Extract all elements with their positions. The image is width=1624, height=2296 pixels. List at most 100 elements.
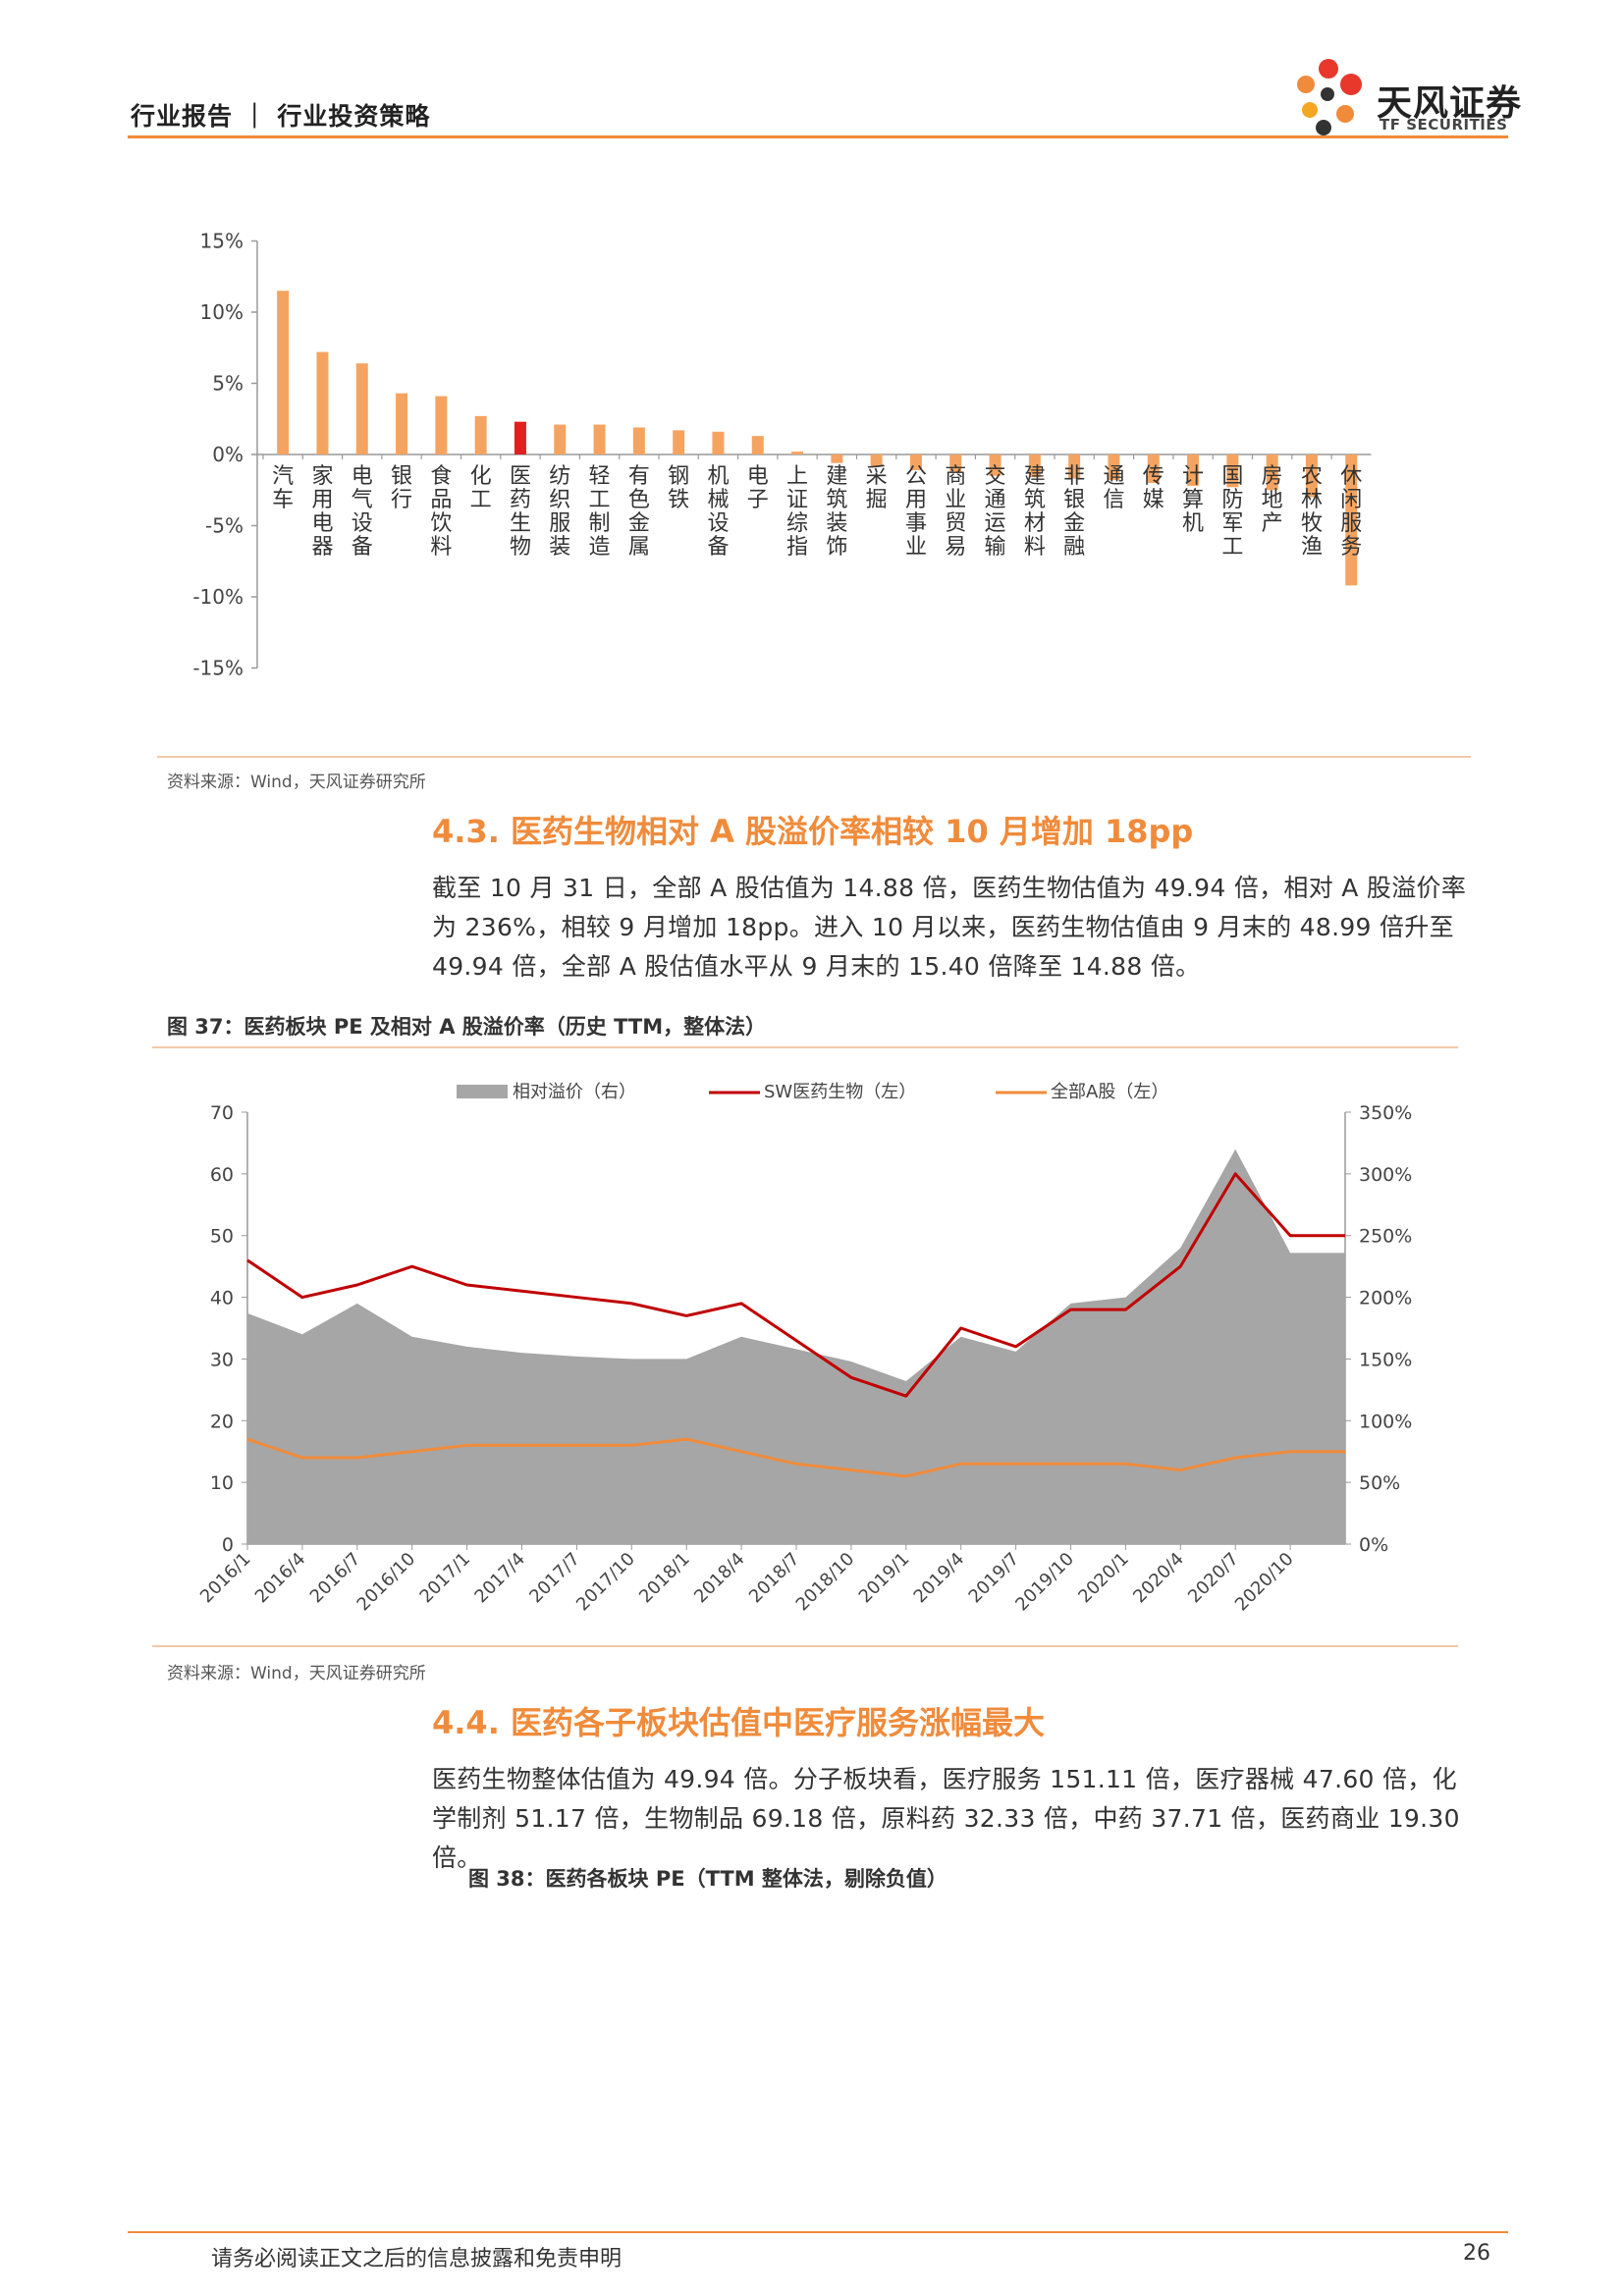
footer-divider	[128, 2231, 1508, 2233]
left-tick-label: 30	[210, 1349, 234, 1370]
category-label: 银行	[391, 464, 412, 512]
y-tick-label: 5%	[212, 372, 244, 396]
bar-3	[396, 393, 408, 454]
bar-4	[435, 396, 448, 454]
category-label: 公用事业	[905, 464, 927, 560]
paragraph-line: 学制剂 51.17 倍，生物制品 69.18 倍，原料药 32.33 倍，中药 …	[432, 1804, 1460, 1872]
bar-13	[791, 452, 804, 454]
x-tick-label: 2018/10	[792, 1549, 859, 1616]
left-tick-label: 20	[210, 1411, 234, 1432]
bar-12	[751, 436, 764, 454]
bar-25	[1266, 454, 1278, 491]
figure-37-bottom-separator	[152, 1645, 1458, 1647]
report-header-title: 行业报告 ｜ 行业投资策略	[131, 102, 431, 131]
category-label: 化工	[470, 464, 492, 512]
category-label: 轻工制造	[589, 464, 611, 560]
category-label: 采掘	[866, 464, 888, 512]
paragraph-line: 截至 10 月 31 日，全部 A 股估值为 14.88 倍，医药生物估值为 4…	[432, 874, 1467, 902]
bar-15	[870, 454, 883, 466]
bar-21	[1108, 454, 1120, 481]
category-label: 房地产	[1262, 464, 1283, 536]
figure-37-source: 资料来源：Wind，天风证券研究所	[167, 1664, 426, 1683]
x-tick-label: 2016/10	[353, 1549, 420, 1616]
paragraph-line: 医药生物整体估值为 49.94 倍。分子板块看，医疗服务 151.11 倍，医疗…	[432, 1765, 1457, 1793]
category-label: 计算机	[1182, 464, 1204, 536]
bar-24	[1226, 454, 1239, 488]
chart1-separator	[157, 756, 1471, 758]
bar-2	[355, 363, 368, 454]
x-tick-label: 2020/4	[1129, 1549, 1188, 1608]
left-tick-label: 70	[210, 1102, 234, 1124]
category-label: 国防军工	[1221, 464, 1243, 560]
bar-7	[554, 424, 567, 454]
bar-27	[1345, 454, 1358, 586]
paragraph-line: 为 236%，相较 9 月增加 18pp。进入 10 月以来，医药生物估值由 9…	[432, 913, 1454, 941]
section-4-4-paragraph: 医药生物整体估值为 49.94 倍。分子板块看，医疗服务 151.11 倍，医疗…	[432, 1760, 1512, 1878]
section-4-4-title: 4.4. 医药各子板块估值中医疗服务涨幅最大	[432, 1704, 1045, 1741]
legend-label-premium: 相对溢价（右）	[513, 1082, 636, 1102]
x-tick-label: 2020/10	[1231, 1549, 1298, 1616]
category-label: 电气设备	[352, 464, 373, 560]
x-tick-label: 2019/4	[910, 1549, 969, 1608]
category-label: 电子	[747, 464, 769, 512]
right-tick-label: 0%	[1359, 1534, 1388, 1556]
left-tick-label: 50	[210, 1226, 234, 1248]
category-label: 家用电器	[311, 464, 333, 560]
category-label: 交通运输	[985, 464, 1006, 560]
left-tick-label: 40	[210, 1288, 234, 1309]
logo-subtitle: TF SECURITIES	[1380, 116, 1508, 133]
logo-icon	[1284, 55, 1373, 143]
right-tick-label: 100%	[1359, 1411, 1412, 1432]
right-tick-label: 250%	[1359, 1226, 1412, 1248]
y-tick-label: 10%	[200, 300, 244, 324]
category-label: 建筑材料	[1024, 464, 1046, 560]
category-label: 通信	[1103, 464, 1124, 512]
y-tick-label: -15%	[192, 657, 244, 680]
bar-14	[831, 454, 843, 463]
bar-8	[593, 424, 606, 454]
figure-38-title: 图 38：医药各板块 PE（TTM 整体法，剔除负值）	[468, 1867, 947, 1891]
category-label: 休闲服务	[1340, 464, 1362, 560]
y-tick-label: 15%	[200, 230, 244, 253]
x-tick-label: 2018/1	[635, 1549, 694, 1608]
bar-11	[712, 431, 725, 454]
bar-9	[632, 427, 645, 454]
bar-26	[1305, 454, 1318, 498]
legend-swatch-premium	[457, 1085, 508, 1098]
bar-1	[316, 351, 329, 454]
bar-17	[949, 454, 962, 473]
right-tick-label: 350%	[1359, 1102, 1412, 1124]
sw-pharma-line	[246, 1172, 1345, 1398]
y-tick-label: 0%	[212, 443, 244, 466]
bar-20	[1068, 454, 1081, 479]
category-label: 有色金属	[628, 464, 650, 560]
category-label: 上证综指	[786, 464, 808, 560]
x-tick-label: 2016/1	[196, 1549, 255, 1608]
left-tick-label: 10	[210, 1472, 234, 1494]
category-label: 汽车	[272, 464, 294, 512]
legend-label-sw: SW医药生物（左）	[764, 1082, 916, 1102]
figure-37-title: 图 37：医药板块 PE 及相对 A 股溢价率（历史 TTM，整体法）	[167, 1015, 767, 1039]
category-label: 农林牧渔	[1301, 464, 1323, 560]
logo-name: 天风证券	[1377, 83, 1523, 124]
bar-10	[673, 430, 685, 454]
chart1-source: 资料来源：Wind，天风证券研究所	[167, 773, 426, 792]
x-tick-label: 2018/4	[690, 1549, 749, 1608]
bar-6	[514, 421, 526, 454]
footer-disclaimer: 请务必阅读正文之后的信息披露和免责申明	[211, 2247, 623, 2271]
x-tick-label: 2017/4	[470, 1549, 529, 1608]
category-label: 医药生物	[510, 464, 531, 560]
all-a-share-line	[246, 1437, 1345, 1478]
section-4-3-title: 4.3. 医药生物相对 A 股溢价率相较 10 月增加 18pp	[432, 813, 1194, 850]
x-tick-label: 2020/1	[1074, 1549, 1133, 1608]
category-label: 食品饮料	[430, 464, 452, 560]
bar-22	[1147, 454, 1160, 483]
page-number: 26	[1463, 2241, 1490, 2266]
figure-37-top-separator	[152, 1046, 1458, 1048]
category-label: 钢铁	[668, 464, 689, 512]
y-tick-label: -10%	[192, 585, 244, 609]
x-tick-label: 2019/10	[1011, 1549, 1078, 1616]
bar-23	[1187, 454, 1200, 486]
y-tick-label: -5%	[205, 514, 244, 538]
x-tick-label: 2017/1	[416, 1549, 475, 1608]
